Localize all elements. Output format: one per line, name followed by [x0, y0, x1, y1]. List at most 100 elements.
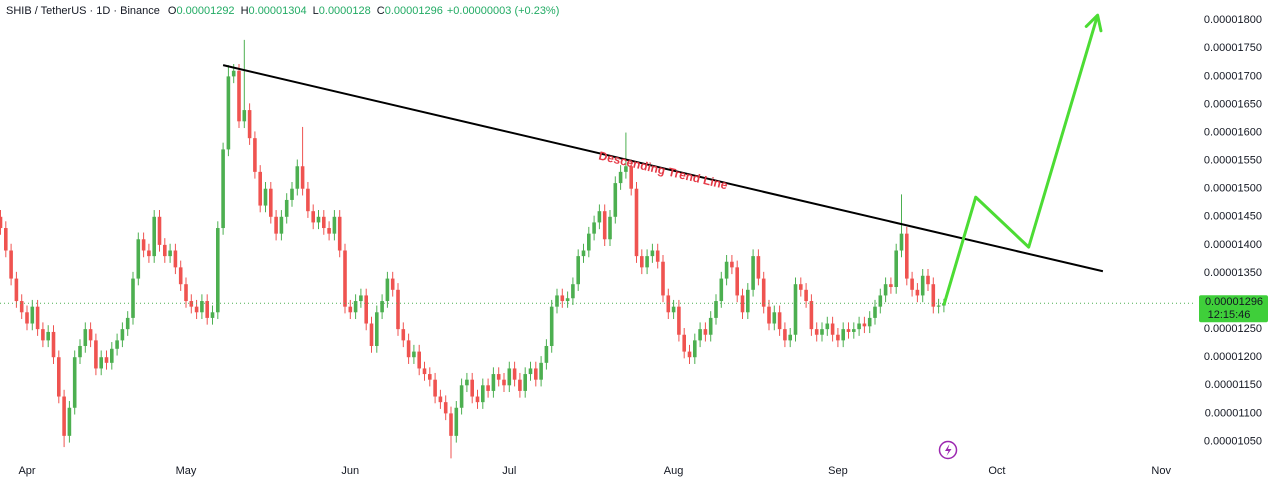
- candle-body: [332, 216, 337, 234]
- candle-body: [873, 306, 877, 318]
- candle-body: [327, 228, 331, 234]
- candle-body: [274, 216, 278, 234]
- x-tick-label: Jun: [341, 465, 359, 477]
- candle-body: [353, 301, 358, 313]
- ohlc-label: C: [377, 5, 385, 17]
- candle-body: [777, 312, 782, 330]
- candle-body: [761, 278, 766, 307]
- candle-body: [184, 284, 188, 302]
- y-tick-label: 0.00001750: [1204, 42, 1262, 54]
- candle-body: [931, 284, 936, 307]
- ohlc-label: H: [241, 5, 249, 17]
- candle-body: [279, 216, 284, 234]
- candle-body: [72, 357, 77, 408]
- candle-body: [496, 374, 501, 380]
- candle-body: [576, 256, 580, 285]
- candle-body: [650, 250, 655, 257]
- candle-body: [910, 278, 914, 290]
- candle-body: [767, 306, 771, 324]
- candle-body: [491, 374, 496, 391]
- candle-body: [46, 331, 50, 341]
- candle-body: [746, 289, 750, 313]
- y-tick-label: 0.00001350: [1204, 267, 1262, 279]
- candle-body: [19, 301, 24, 313]
- candle-body: [396, 289, 400, 330]
- candle-body: [337, 216, 342, 251]
- candle-body: [258, 171, 262, 206]
- candle-body: [216, 228, 220, 313]
- candle-body: [820, 329, 824, 335]
- candle-body: [751, 256, 755, 290]
- candle-body: [534, 368, 538, 380]
- candle-body: [62, 396, 66, 436]
- y-tick-label: 0.00001700: [1204, 70, 1262, 82]
- candle-body: [920, 275, 925, 296]
- candle-body: [364, 295, 368, 324]
- candle-body: [857, 323, 861, 330]
- candle-body: [237, 70, 241, 122]
- x-tick-label: Jul: [502, 465, 516, 477]
- lightning-icon: [938, 440, 958, 460]
- candle-body: [422, 368, 427, 375]
- x-tick-label: Nov: [1151, 465, 1171, 477]
- ohlc-value: 0.00001292: [176, 5, 234, 17]
- candle-body: [608, 216, 612, 240]
- candle-body: [178, 267, 183, 285]
- candle-body: [406, 340, 411, 358]
- y-tick-label: 0.00001500: [1204, 183, 1262, 195]
- price-tag-countdown: 12:15:46: [1208, 309, 1251, 321]
- candle-body: [507, 368, 512, 386]
- candle-body: [369, 323, 374, 346]
- candle-body: [560, 295, 565, 302]
- candle-body: [846, 329, 851, 332]
- candle-body: [14, 278, 19, 302]
- candle-body: [433, 379, 437, 397]
- ohlc-label: O: [168, 5, 177, 17]
- price-tag: [1199, 295, 1268, 323]
- candle-body: [735, 267, 739, 296]
- candle-body: [518, 379, 522, 391]
- candle-body: [587, 233, 591, 251]
- candle-body: [4, 228, 8, 251]
- x-tick-label: Sep: [828, 465, 848, 477]
- candle-body: [825, 323, 830, 330]
- candle-body: [205, 301, 209, 318]
- candle-body: [693, 340, 697, 358]
- y-tick-label: 0.00001150: [1205, 379, 1262, 391]
- projection-arrowhead: [1084, 13, 1103, 33]
- candle-body: [724, 261, 729, 279]
- y-tick-label: 0.00001400: [1204, 239, 1262, 251]
- candle-body: [247, 110, 252, 139]
- y-tick-label: 0.00001200: [1204, 351, 1262, 363]
- candle-body: [687, 351, 692, 358]
- candle-body: [226, 76, 231, 150]
- candle-body: [915, 289, 920, 296]
- candle-body: [539, 362, 543, 380]
- candle-body: [51, 331, 56, 358]
- candle-body: [295, 166, 300, 189]
- y-tick-label: 0.00001050: [1204, 435, 1262, 447]
- candle-body: [719, 278, 724, 302]
- candle-body: [189, 301, 194, 307]
- candle-body: [502, 379, 506, 386]
- candle-body: [698, 329, 702, 341]
- candle-body: [528, 368, 533, 375]
- candle-body: [544, 345, 549, 363]
- candle-body: [125, 317, 130, 330]
- candle-body: [661, 261, 665, 296]
- candle-body: [899, 233, 904, 251]
- candle-body: [465, 379, 469, 386]
- candle-body: [300, 166, 305, 189]
- candle-body: [269, 188, 273, 217]
- candle-body: [231, 70, 236, 77]
- candle-body: [221, 149, 225, 229]
- candle-body: [703, 329, 708, 335]
- symbol-title: SHIB / TetherUS · 1D · Binance: [6, 5, 160, 17]
- candle-body: [618, 171, 623, 184]
- candle-body: [836, 334, 840, 341]
- candle-body: [655, 250, 660, 262]
- candle-body: [110, 348, 114, 363]
- candle-body: [35, 306, 40, 330]
- candle-body: [459, 385, 464, 408]
